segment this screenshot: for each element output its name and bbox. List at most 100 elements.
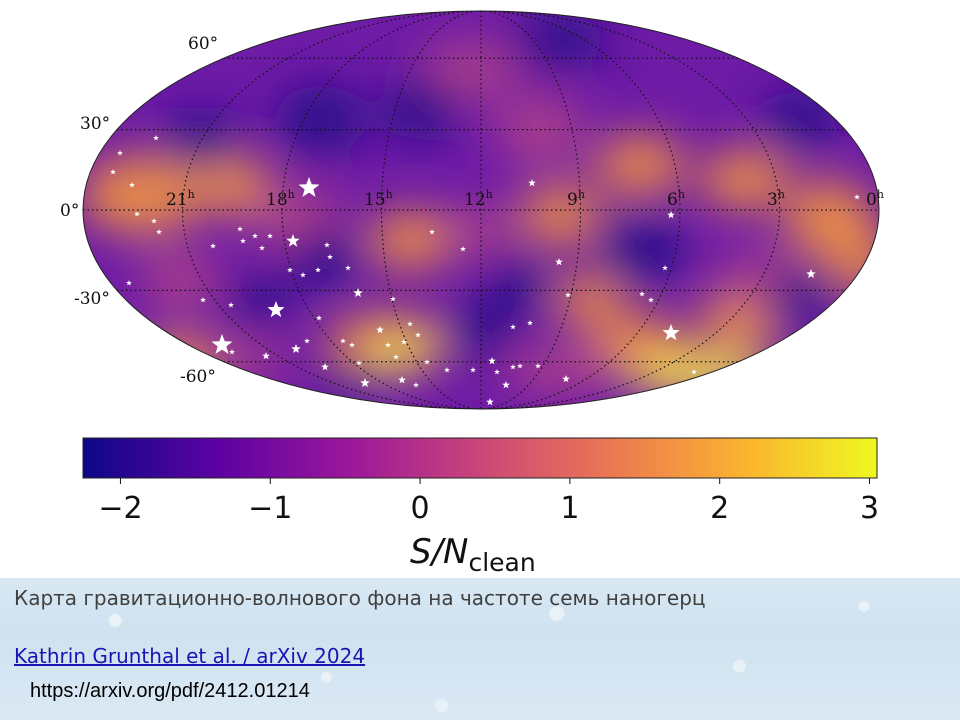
pulsar-star-icon — [401, 339, 407, 345]
pulsar-star-icon — [494, 369, 500, 375]
pulsar-star-icon — [298, 177, 320, 197]
pulsar-star-icon — [562, 375, 570, 383]
colorbar-gradient — [82, 437, 878, 479]
pulsar-star-icon — [153, 135, 159, 141]
pulsar-star-icon — [110, 169, 116, 175]
pulsar-star-icon — [211, 334, 233, 354]
colorbar-tick-label: −1 — [248, 491, 292, 526]
caption-panel: Карта гравитационно-волнового фона на ча… — [0, 578, 960, 720]
pulsar-star-icon — [555, 258, 563, 266]
pulsar-star-icon — [349, 342, 355, 348]
heat-blob — [140, 250, 220, 310]
pulsar-star-icon — [300, 272, 306, 278]
lat-label-60: 60° — [188, 34, 218, 54]
pulsar-star-icon — [210, 243, 216, 249]
sky-map-figure: 60° 30° 0° -30° -60° 21h 18h 15h 12h 9h … — [60, 10, 884, 577]
pulsar-star-icon — [316, 315, 322, 321]
caption-text: Карта гравитационно-волнового фона на ча… — [14, 586, 706, 610]
lat-label-30: 30° — [80, 114, 110, 134]
heat-blob — [420, 40, 520, 100]
pulsar-star-icon — [502, 381, 510, 389]
meridian-line — [480, 11, 582, 409]
lat-label-minus60: -60° — [180, 367, 216, 387]
heat-blob — [440, 305, 520, 355]
source-link[interactable]: Kathrin Grunthal et al. / arXiv 2024 — [14, 644, 366, 668]
heat-blob — [160, 110, 240, 170]
pulsar-star-icon — [527, 320, 533, 326]
pulsar-stars — [110, 135, 860, 406]
heat-blob — [595, 215, 685, 285]
pulsar-star-icon — [535, 363, 541, 369]
ra-label-3h: 3h — [767, 188, 785, 210]
coordinate-grid — [83, 11, 879, 409]
heat-blob — [370, 332, 430, 368]
colorbar-tick-label: 1 — [560, 491, 579, 526]
sky-map: 60° 30° 0° -30° -60° 21h 18h 15h 12h 9h … — [60, 10, 884, 410]
pulsar-star-icon — [304, 338, 310, 344]
heat-blob — [830, 225, 879, 295]
pulsar-star-icon — [385, 342, 391, 348]
heat-blob — [380, 80, 460, 140]
pulsar-star-icon — [415, 332, 421, 338]
heat-blob — [83, 155, 200, 235]
pulsar-star-icon — [393, 354, 399, 360]
pulsar-star-icon — [200, 297, 206, 303]
pulsar-star-icon — [390, 296, 396, 302]
heat-blob — [290, 230, 360, 290]
heat-blob — [230, 275, 290, 325]
lat-label-minus30: -30° — [74, 289, 110, 309]
pulsar-star-icon — [345, 265, 351, 271]
pulsar-star-icon — [237, 226, 243, 232]
ra-label-21h: 21h — [166, 188, 195, 210]
colorbar-title: S/Nclean — [410, 532, 536, 577]
pulsar-star-icon — [315, 267, 321, 273]
colorbar: −2 −1 0 1 2 3 S/Nclean — [82, 437, 879, 577]
ra-label-0h: 0h — [866, 188, 884, 210]
ra-label-18h: 18h — [266, 188, 295, 210]
pulsar-star-icon — [259, 245, 265, 251]
pulsar-star-icon — [228, 302, 234, 308]
map-outline — [82, 10, 880, 410]
pulsar-star-icon — [262, 352, 270, 360]
colorbar-tick-label: 3 — [860, 491, 879, 526]
heat-blob — [275, 85, 365, 155]
heat-blob — [555, 275, 625, 325]
pulsar-star-icon — [662, 324, 680, 341]
pulsar-star-icon — [407, 321, 413, 327]
frost-texture — [0, 578, 960, 720]
pulsar-star-icon — [360, 378, 370, 387]
heat-blob — [310, 365, 390, 395]
pulsar-star-icon — [229, 349, 235, 355]
lat-label-0: 0° — [60, 201, 79, 221]
pulsar-star-icon — [286, 234, 300, 247]
pulsar-star-icon — [667, 211, 675, 219]
pulsar-star-icon — [376, 326, 384, 334]
heat-blob — [520, 185, 600, 245]
pulsar-star-icon — [324, 242, 330, 248]
pulsar-star-icon — [126, 280, 132, 286]
pulsar-star-icon — [398, 376, 406, 384]
heat-blob — [370, 210, 450, 270]
pulsar-star-icon — [517, 363, 523, 369]
pulsar-star-icon — [648, 297, 654, 303]
pulsar-star-icon — [287, 267, 293, 273]
pulsar-star-icon — [639, 291, 645, 297]
pulsar-star-icon — [156, 229, 162, 235]
ra-label-6h: 6h — [667, 188, 685, 210]
pulsar-star-icon — [429, 229, 435, 235]
heat-blob — [190, 155, 270, 215]
meridian-line — [380, 11, 482, 409]
colorbar-tick-label: 2 — [710, 491, 729, 526]
pulsar-star-icon — [267, 301, 285, 318]
heat-blob — [445, 205, 515, 255]
ra-label-9h: 9h — [567, 188, 585, 210]
pulsar-star-icon — [129, 182, 135, 188]
pulsar-star-icon — [691, 369, 697, 375]
pulsar-star-icon — [662, 265, 668, 271]
pulsar-star-icon — [267, 233, 273, 239]
pulsar-star-icon — [240, 238, 246, 244]
pulsar-star-icon — [327, 254, 333, 260]
pulsar-star-icon — [460, 246, 466, 252]
pulsar-star-icon — [134, 211, 140, 217]
pulsar-star-icon — [470, 367, 476, 373]
